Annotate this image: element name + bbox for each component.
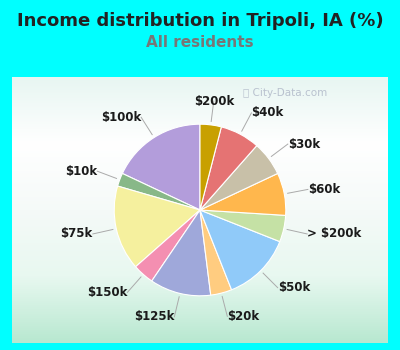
Wedge shape — [200, 210, 232, 295]
Wedge shape — [200, 210, 286, 242]
Text: $60k: $60k — [308, 183, 340, 196]
Text: ⓘ City-Data.com: ⓘ City-Data.com — [244, 88, 328, 98]
Wedge shape — [200, 127, 257, 210]
Text: $75k: $75k — [60, 228, 93, 240]
Text: $50k: $50k — [278, 281, 310, 294]
Text: $150k: $150k — [87, 286, 127, 299]
Wedge shape — [114, 186, 200, 267]
Wedge shape — [136, 210, 200, 281]
Text: All residents: All residents — [146, 35, 254, 50]
Wedge shape — [200, 146, 278, 210]
Text: $125k: $125k — [134, 310, 174, 323]
Wedge shape — [200, 210, 280, 290]
Text: $40k: $40k — [251, 106, 284, 119]
Wedge shape — [152, 210, 211, 296]
Wedge shape — [122, 124, 200, 210]
Text: $30k: $30k — [288, 138, 320, 150]
Wedge shape — [200, 124, 221, 210]
Text: $200k: $200k — [194, 94, 234, 107]
Wedge shape — [118, 174, 200, 210]
Text: $20k: $20k — [227, 310, 260, 323]
Text: $10k: $10k — [65, 165, 97, 178]
Text: Income distribution in Tripoli, IA (%): Income distribution in Tripoli, IA (%) — [17, 12, 383, 30]
Text: $100k: $100k — [101, 111, 141, 124]
Text: > $200k: > $200k — [307, 228, 362, 240]
Wedge shape — [200, 174, 286, 215]
